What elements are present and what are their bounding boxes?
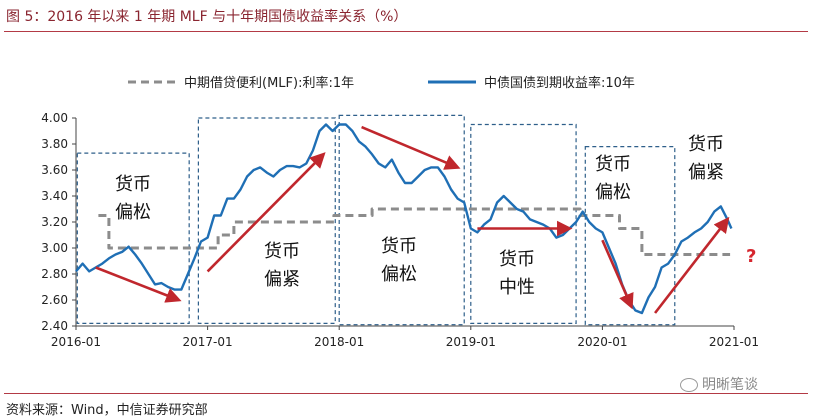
question-mark: ? <box>746 246 756 267</box>
figure-title: 图 5：2016 年以来 1 年期 MLF 与十年期国债收益率关系（%） <box>6 9 408 25</box>
title-divider <box>4 31 808 32</box>
x-tick-label: 2021-01 <box>709 335 759 349</box>
watermark: 明晰笔谈 <box>680 374 758 394</box>
regime-box <box>338 114 465 326</box>
regime-label: 偏松 <box>381 264 417 285</box>
y-tick-label: 3.60 <box>41 163 68 177</box>
regime-label: 偏松 <box>115 202 151 223</box>
wechat-icon <box>680 378 698 392</box>
chart-axes <box>75 118 734 327</box>
regime-label: 货币 <box>115 174 151 195</box>
y-tick-label: 4.00 <box>41 111 68 125</box>
y-tick-label: 2.40 <box>41 319 68 333</box>
regime-box <box>470 123 577 324</box>
regime-label: 货币 <box>499 249 535 270</box>
watermark-text: 明晰笔谈 <box>702 377 758 393</box>
regime-label: 货币 <box>688 134 724 155</box>
trend-arrow <box>654 216 730 314</box>
regime-box <box>76 152 190 325</box>
regime-label: 中性 <box>499 277 535 298</box>
legend-label-mlf: 中期借贷便利(MLF):利率:1年 <box>184 75 354 91</box>
y-tick-label: 2.80 <box>41 267 68 281</box>
y-tick-label: 3.00 <box>41 241 68 255</box>
regime-label: 货币 <box>264 241 300 262</box>
trend-arrow <box>95 266 182 303</box>
source-divider <box>4 393 808 394</box>
y-axis-ticks: 4.00 3.80 3.60 3.40 3.20 3.00 2.80 2.60 2.40 <box>41 111 76 333</box>
y-tick-label: 3.80 <box>41 137 68 151</box>
regime-label: 偏松 <box>595 182 631 203</box>
chart-legend: 中期借贷便利(MLF):利率:1年 中债国债到期收益率:10年 <box>128 75 635 91</box>
trend-arrow <box>601 239 634 310</box>
mlf-rate-line <box>98 207 731 256</box>
regime-label: 货币 <box>595 154 631 175</box>
regime-label: 货币 <box>381 236 417 257</box>
x-axis-ticks: 2016-01 2017-01 2018-01 2019-01 2020-01 2021-… <box>51 326 759 349</box>
x-tick-label: 2017-01 <box>183 335 233 349</box>
trend-arrow <box>361 125 461 170</box>
x-tick-label: 2019-01 <box>446 335 496 349</box>
y-tick-label: 3.20 <box>41 215 68 229</box>
trend-arrow <box>206 152 326 273</box>
policy-regime-boxes <box>76 114 676 326</box>
regime-box <box>584 146 676 326</box>
x-tick-label: 2020-01 <box>577 335 627 349</box>
y-tick-label: 3.40 <box>41 189 68 203</box>
legend-label-yield: 中债国债到期收益率:10年 <box>484 75 635 91</box>
regime-box <box>197 117 336 324</box>
trend-arrows <box>95 125 730 314</box>
regime-label: 偏紧 <box>688 162 724 183</box>
x-tick-label: 2018-01 <box>314 335 364 349</box>
source-note: 资料来源：Wind，中信证券研究部 <box>6 403 208 418</box>
regime-label: 偏紧 <box>264 269 300 290</box>
x-tick-label: 2016-01 <box>51 335 101 349</box>
y-tick-label: 2.60 <box>41 293 68 307</box>
